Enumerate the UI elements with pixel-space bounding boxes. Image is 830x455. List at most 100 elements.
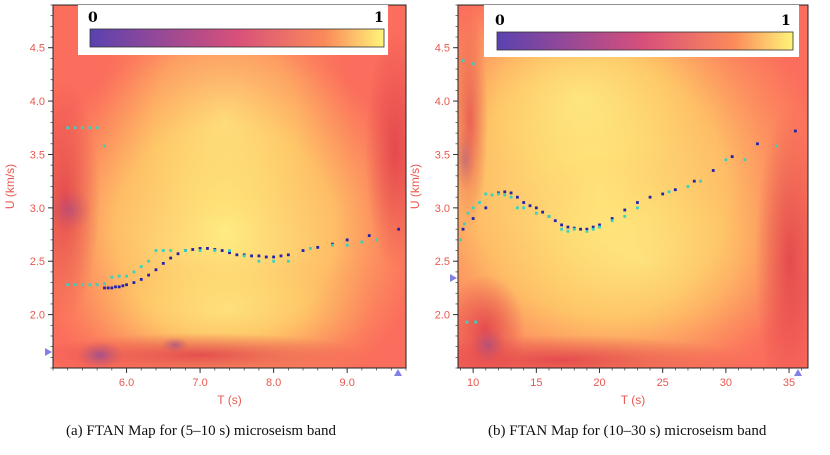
panel-a-ytick-label-1: 2.5	[30, 256, 45, 268]
panel-a-series-0-point-1	[106, 286, 110, 290]
panel-b-series-1-point-24	[686, 185, 690, 188]
panel-b-xtick-label-2: 20	[593, 377, 605, 389]
panel-a-series-0-point-24	[257, 254, 261, 258]
panel-b-series-0-point-26	[692, 179, 696, 183]
panel-b-ytick-label-1: 2.5	[435, 256, 450, 268]
panel-a-series-0-point-17	[206, 247, 209, 250]
panel-a-series-0-point-13	[176, 252, 180, 256]
panel-b-series-1-point-20	[610, 219, 614, 223]
panel-a-colorbar-bar	[89, 28, 385, 48]
panel-a-series-0-point-7	[132, 281, 136, 284]
panel-b-series-0-point-10	[541, 210, 545, 214]
panel-b-series-0-point-30	[793, 129, 797, 133]
panel-b-series-0-point-5	[509, 191, 513, 195]
panel-b: 10 15 20 25 30 352.02.53.03.54.04.5T (s)U (km…	[408, 4, 809, 407]
panel-b-xtick-label-1: 15	[530, 377, 542, 389]
panel-b-series-1-point-7	[497, 192, 500, 196]
panel-b-series-0-point-6	[515, 195, 519, 199]
panel-a-series-1-point-20	[169, 249, 173, 252]
panel-a-series-1-point-4	[95, 126, 99, 130]
panel-b-series-1-point-11	[522, 206, 526, 210]
panel-a-xtick-label-2: 8.0	[266, 377, 281, 389]
panel-a-series-0-point-30	[316, 245, 320, 249]
panel-a-series-1-point-26	[257, 259, 261, 263]
panel-b-series-0-point-22	[636, 201, 639, 204]
panel-b-series-0-point-27	[711, 169, 715, 172]
panel-b-series-0-point-16	[579, 227, 582, 231]
panel-a-ytick-label-4: 4.0	[30, 96, 45, 108]
panel-b-series-0-point-2	[484, 206, 488, 210]
panel-a-series-1-point-7	[73, 283, 77, 287]
panel-a-series-1-point-3	[88, 126, 92, 130]
panel-a: 6.0 7.0 8.0 9.0 2.0 2.5 3.0 3.5 4.0 4.5 T (s) U (km…	[3, 4, 407, 407]
panel-a-series-0-point-29	[301, 249, 305, 252]
panel-a-bottom-marker	[394, 369, 402, 376]
panel-a-series-1-point-18	[154, 249, 158, 252]
panel-a-series-1-point-19	[161, 249, 165, 252]
panel-a-series-0-point-10	[154, 268, 158, 272]
panel-a-series-0-point-23	[250, 254, 253, 258]
panel-b-series-1-point-26	[724, 158, 728, 162]
panel-b-series-1-point-13	[547, 214, 551, 218]
panel-b-series-1-point-27	[743, 158, 747, 162]
panel-b-colorbar-min: 0	[495, 13, 505, 29]
panel-b-heatmap	[458, 5, 808, 368]
panel-a-series-1-point-29	[308, 247, 312, 250]
panel-b-left-marker	[450, 274, 457, 282]
panel-a-xtick-label-1: 7.0	[192, 377, 207, 389]
panel-b-ytick-label-5: 4.5	[435, 43, 450, 55]
panel-a-series-0-point-11	[161, 261, 165, 265]
panel-a-series-1-point-27	[272, 259, 276, 263]
panel-a-ylabel: U (km/s)	[3, 164, 17, 209]
panel-b-series-1-point-29	[461, 59, 465, 62]
panel-b-series-0-point-29	[756, 142, 759, 146]
panel-a-series-1-point-11	[103, 282, 106, 286]
panel-b-xlabel: T (s)	[621, 393, 645, 407]
panel-a-series-0-point-16	[198, 247, 202, 250]
panel-b-series-1-point-14	[560, 227, 564, 231]
panel-a-series-1-point-5	[103, 144, 106, 148]
panel-b-series-1-point-28	[775, 144, 778, 148]
panel-a-series-1-point-0	[66, 126, 70, 130]
panel-b-series-0-point-23	[648, 195, 652, 199]
panel-a-axes: 6.0 7.0 8.0 9.0 2.0 2.5 3.0 3.5 4.0 4.5 T (s) U (km…	[3, 4, 407, 407]
panel-b-series-1-point-31	[465, 320, 469, 324]
panel-a-series-1-point-28	[286, 259, 290, 263]
panel-b-series-1-point-5	[484, 192, 488, 196]
panel-b-points	[459, 59, 797, 324]
panel-b-series-1-point-32	[474, 320, 478, 324]
panel-b-series-0-point-13	[560, 223, 564, 227]
panel-a-series-1-point-6	[66, 283, 70, 287]
panel-b-series-0-point-4	[503, 190, 507, 194]
panel-a-colorbar-max: 1	[374, 10, 384, 26]
panel-b-series-0-point-9	[534, 206, 538, 210]
panel-a-points	[66, 126, 401, 290]
panel-a-series-0-point-9	[147, 273, 151, 277]
panel-b-series-0-point-7	[522, 201, 526, 204]
panel-a-series-0-point-21	[235, 253, 239, 257]
panel-b-colorbar: 0 1	[484, 5, 799, 57]
panel-b-ytick-label-4: 4.0	[435, 96, 450, 108]
panel-a-series-1-point-1	[73, 126, 77, 130]
panel-a-series-1-point-21	[183, 249, 187, 252]
panel-a-ytick-label-5: 4.5	[30, 43, 45, 55]
panel-b-series-1-point-17	[585, 229, 589, 233]
panel-a-series-0-point-33	[367, 234, 371, 238]
panel-b-series-1-point-19	[598, 225, 601, 229]
panel-a-series-1-point-12	[110, 275, 114, 279]
panel-b-series-1-point-23	[667, 190, 671, 194]
panel-a-series-0-point-34	[397, 227, 401, 231]
panel-a-series-1-point-33	[375, 238, 378, 242]
panel-b-xtick-label-0: 10	[467, 377, 479, 389]
panel-a-series-0-point-4	[117, 285, 121, 289]
panel-a-series-0-point-32	[345, 238, 349, 242]
panel-b-series-1-point-3	[471, 206, 475, 210]
panel-a-series-0-point-27	[279, 254, 283, 258]
panel-a-ytick-label-0: 2.0	[30, 310, 45, 322]
panel-a-series-0-point-3	[114, 285, 117, 289]
panel-a-ytick-label-2: 3.0	[30, 203, 45, 215]
caption-b: (b) FTAN Map for (10–30 s) microseism ba…	[488, 423, 767, 439]
panel-a-series-1-point-9	[88, 283, 92, 287]
panel-a-series-1-point-30	[331, 243, 334, 247]
